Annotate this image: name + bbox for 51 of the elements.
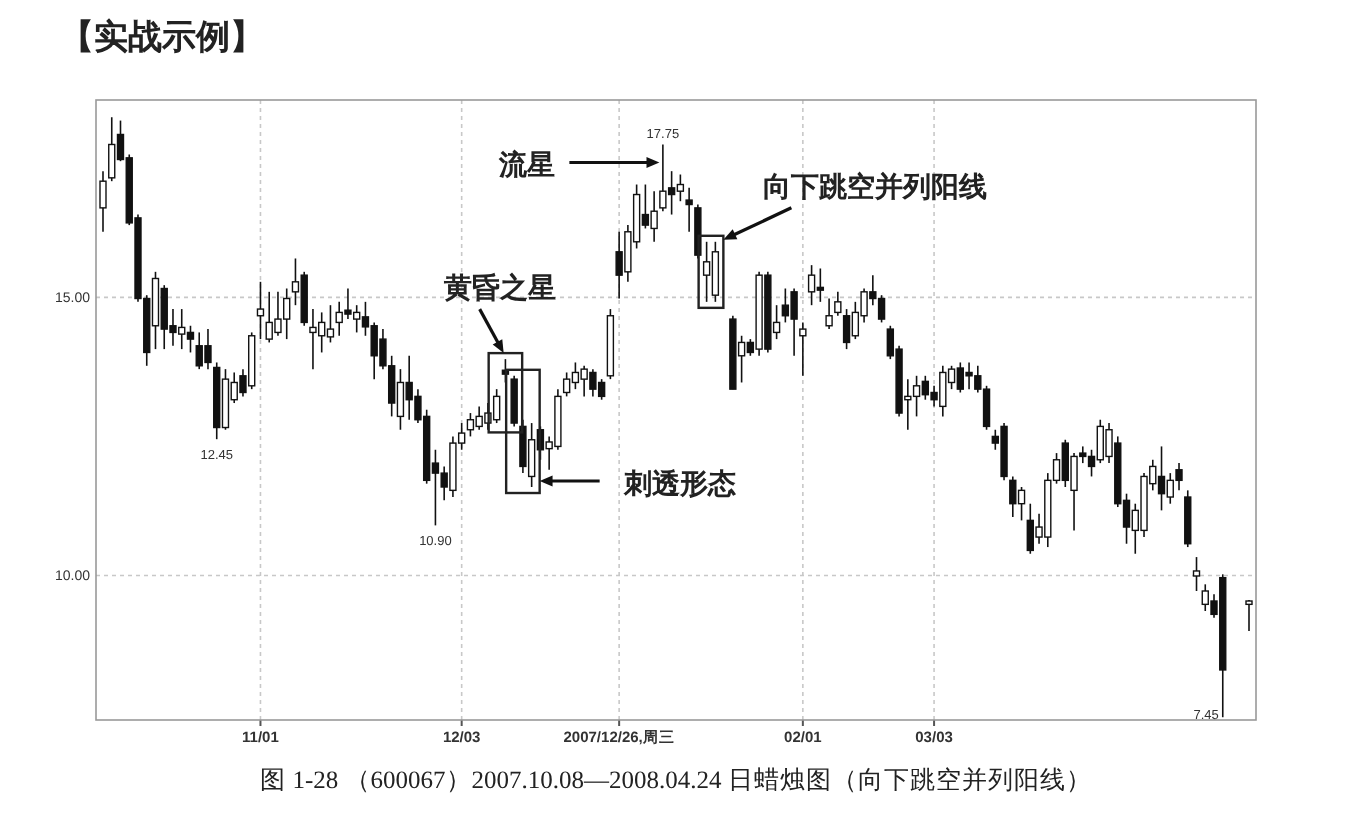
candlestick	[1017, 486, 1026, 522]
candlestick	[834, 291, 842, 317]
candlestick	[492, 388, 501, 424]
candlestick	[667, 170, 676, 216]
candlestick	[877, 294, 886, 324]
candlestick	[597, 378, 606, 401]
candlestick	[956, 361, 965, 394]
candlestick	[562, 371, 571, 398]
candlestick	[99, 170, 107, 233]
candlestick	[466, 412, 475, 438]
candlestick	[309, 308, 317, 370]
candlestick	[256, 281, 265, 340]
annotation: 向下跳空并列阳线	[763, 169, 988, 204]
candlestick	[842, 308, 851, 350]
candlestick	[300, 271, 308, 327]
candlestick	[799, 321, 807, 377]
candlestick	[702, 240, 711, 303]
candlestick	[790, 287, 798, 357]
candlestick	[650, 190, 658, 243]
candlestick	[1009, 475, 1017, 518]
candlestick	[685, 187, 693, 233]
caption: 图 1-28 （600067）2007.10.08—2008.04.24 日蜡烛图（向下跳空并列阳线）	[260, 766, 1092, 794]
candlestick	[510, 375, 518, 428]
candlestick	[1157, 445, 1166, 512]
candlestick	[1245, 599, 1253, 632]
candlestick	[807, 264, 816, 306]
candlestick	[912, 375, 921, 418]
chart-title: 【实战示例】	[60, 18, 264, 56]
candlestick	[186, 324, 195, 354]
annotation: 黄昏之星	[441, 271, 556, 306]
candlestick	[676, 173, 685, 202]
candlestick	[921, 375, 930, 401]
candlestick	[527, 422, 536, 488]
candlestick	[396, 368, 405, 431]
candlestick	[825, 297, 833, 330]
candlestick	[711, 240, 720, 303]
candlestick	[659, 143, 667, 213]
candlestick	[151, 271, 160, 350]
candlestick	[1175, 462, 1183, 492]
candlestick	[204, 328, 212, 370]
annotation: 流星	[497, 148, 556, 183]
candlestick	[1192, 556, 1201, 592]
candlestick	[352, 304, 361, 334]
candlestick	[781, 287, 790, 324]
candlestick	[1184, 489, 1192, 548]
candlestick	[274, 291, 282, 337]
annotation: 刺透形态	[621, 469, 736, 502]
candlestick	[571, 361, 580, 390]
candlestick	[326, 304, 335, 344]
candlestick	[816, 267, 825, 303]
candlestick	[108, 116, 116, 182]
